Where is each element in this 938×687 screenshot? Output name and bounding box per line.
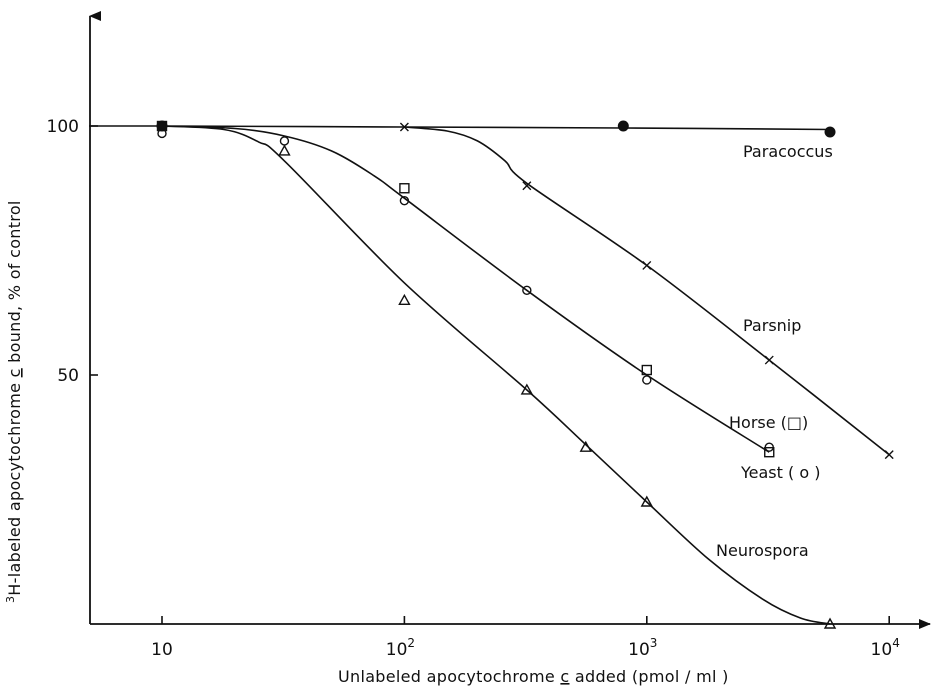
- x-tick-label-10000: 104: [871, 636, 900, 660]
- series-label-horse: Horse (□): [729, 413, 808, 432]
- data-point-parsnip-5: [884, 450, 894, 460]
- y-axis-title: 3H-labeled apocytochrome c bound, % of c…: [4, 200, 24, 603]
- data-point-parsnip-3: [642, 260, 652, 270]
- data-point-horse-4: [764, 446, 775, 458]
- data-point-yeast-5: [642, 375, 652, 385]
- series-label-yeast: Yeast ( o ): [740, 463, 820, 482]
- data-point-yeast-4: [522, 285, 532, 296]
- data-point-yeast-6: [764, 442, 774, 452]
- data-point-horse-3: [641, 364, 652, 376]
- data-point-neurospora-5: [640, 495, 653, 507]
- data-point-neurospora-4: [579, 440, 592, 452]
- data-point-yeast-2: [279, 136, 290, 146]
- data-point-horse-1: [156, 120, 168, 132]
- x-tick-label-10: 10: [151, 640, 173, 660]
- data-point-horse-2: [399, 183, 410, 194]
- series-label-paracoccus: Paracoccus: [743, 142, 833, 161]
- y-tick-label-100: 100: [47, 117, 79, 137]
- y-tick-label-50: 50: [57, 366, 79, 386]
- series-line-parsnip: [404, 126, 890, 456]
- data-point-neurospora-3: [520, 383, 534, 395]
- data-point-parsnip-1: [399, 122, 409, 132]
- data-point-parsnip-2: [522, 181, 532, 191]
- x-ticks: 10 102 103 104: [151, 616, 900, 660]
- markers: [156, 120, 894, 629]
- series-label-neurospora: Neurospora: [716, 541, 809, 560]
- data-point-neurospora-1: [278, 144, 291, 156]
- data-point-yeast-1: [157, 128, 167, 139]
- data-point-paracoccus-2: [617, 120, 629, 132]
- data-point-neurospora-6: [823, 617, 837, 629]
- data-point-neurospora-2: [398, 293, 411, 305]
- data-point-parsnip-4: [764, 355, 774, 365]
- x-axis-title: Unlabeled apocytochrome c added (pmol / …: [338, 667, 729, 686]
- series-label-parsnip: Parsnip: [743, 316, 801, 335]
- data-point-yeast-3: [399, 195, 410, 206]
- series-line-neurospora: [161, 125, 831, 625]
- x-tick-label-100: 102: [386, 636, 415, 660]
- data-point-paracoccus-3: [824, 126, 836, 138]
- x-tick-label-1000: 103: [628, 636, 657, 660]
